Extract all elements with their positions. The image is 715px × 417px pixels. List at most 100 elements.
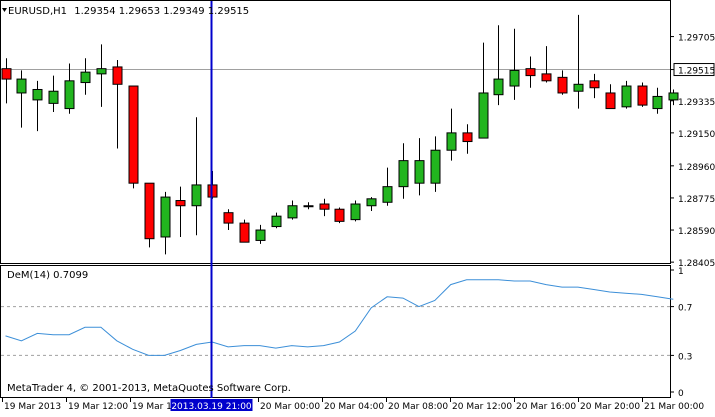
indicator-scale-label: 1 xyxy=(678,267,684,277)
candle xyxy=(1,58,12,104)
candle-body xyxy=(525,68,536,77)
candle-body xyxy=(334,208,345,222)
crosshair-time-label: 2013.03.19 21:00 xyxy=(171,402,252,412)
candle xyxy=(239,219,250,243)
candle xyxy=(652,87,663,114)
candle xyxy=(573,14,584,109)
candle xyxy=(493,25,504,106)
candle xyxy=(255,224,266,244)
candle xyxy=(191,117,202,236)
candle-body xyxy=(573,83,584,92)
chart-symbol-timeframe: EURUSD,H1 xyxy=(8,6,67,17)
copyright-watermark: MetaTrader 4, © 2001-2013, MetaQuotes So… xyxy=(7,383,291,394)
candle xyxy=(430,136,441,192)
candle xyxy=(64,63,75,114)
indicator-scale-label: 0 xyxy=(678,389,684,399)
indicator-scale-label: 0.3 xyxy=(678,352,692,362)
candle-body xyxy=(112,66,123,85)
candle xyxy=(589,73,600,99)
candle-body xyxy=(255,229,266,241)
candle-body xyxy=(191,184,202,207)
price-label: 1.28960 xyxy=(678,163,715,173)
candle xyxy=(557,70,568,95)
time-axis: 19 Mar 2013 19 Mar 12:00 19 Mar 16 20 Mar 0… xyxy=(2,398,704,412)
time-label: 19 Mar 16 xyxy=(132,402,178,412)
candle-body xyxy=(541,73,552,82)
candle xyxy=(144,182,155,248)
candle-body xyxy=(32,88,43,101)
candle-body xyxy=(271,215,282,228)
candle-body xyxy=(366,198,377,207)
candle xyxy=(446,108,457,161)
price-label: 1.29335 xyxy=(678,98,715,108)
candle-body xyxy=(668,92,679,101)
candle xyxy=(382,167,393,206)
candle xyxy=(334,207,345,224)
candle xyxy=(637,82,648,107)
candle-body xyxy=(493,78,504,96)
candle-body xyxy=(1,68,12,80)
candle-body xyxy=(462,132,473,143)
candle-body xyxy=(621,85,632,108)
candle xyxy=(605,84,616,110)
candle-body xyxy=(382,186,393,203)
candle xyxy=(271,212,282,229)
candle xyxy=(319,198,330,217)
dem-indicator-line xyxy=(5,279,674,356)
candle-body xyxy=(128,85,139,184)
price-label: 1.28405 xyxy=(678,259,715,269)
candle-body xyxy=(48,90,59,104)
candle xyxy=(303,202,314,210)
candle xyxy=(223,209,234,231)
time-label: 21 Mar 00:00 xyxy=(644,402,704,412)
candle xyxy=(350,200,361,222)
candle-body xyxy=(319,203,330,210)
indicator-frame[interactable] xyxy=(0,265,671,398)
candle xyxy=(541,46,552,83)
candle xyxy=(668,89,679,106)
candle-body xyxy=(303,205,314,208)
chart-ohlc-values: 1.29354 1.29653 1.29349 1.29515 xyxy=(74,6,249,17)
chart-collapse-triangle-icon[interactable] xyxy=(2,8,7,12)
candle-body xyxy=(478,92,489,139)
price-label: 1.29705 xyxy=(678,34,715,44)
svg-text:EURUSD,H1 1.29354 1.2965: EURUSD,H1 1.29354 1.29653 1.29349 1.2951… xyxy=(8,6,249,17)
candle-body xyxy=(287,205,298,219)
time-label: 20 Mar 04:00 xyxy=(324,402,384,412)
candle xyxy=(16,70,27,128)
candle-body xyxy=(509,69,520,87)
candle-body xyxy=(80,71,91,84)
candle xyxy=(160,191,171,255)
candle-body xyxy=(652,95,663,110)
candle xyxy=(366,197,377,211)
candle xyxy=(48,75,59,113)
candle-body xyxy=(557,76,568,94)
candle xyxy=(525,56,536,88)
candle xyxy=(509,28,520,100)
candle xyxy=(621,80,632,109)
candle xyxy=(112,59,123,149)
price-label: 1.28590 xyxy=(678,227,715,237)
candles-group xyxy=(1,14,679,255)
candle xyxy=(32,80,43,132)
time-label: 20 Mar 00:00 xyxy=(260,402,320,412)
candle xyxy=(287,200,298,220)
time-label: 20 Mar 20:00 xyxy=(580,402,640,412)
time-label: 20 Mar 08:00 xyxy=(388,402,448,412)
price-label: 1.29515 xyxy=(678,67,715,77)
price-label: 1.28775 xyxy=(678,195,715,205)
candle-body xyxy=(239,222,250,243)
indicator-scale-label: 0.7 xyxy=(678,304,692,314)
candle xyxy=(398,143,409,199)
time-label: 20 Mar 16:00 xyxy=(516,402,576,412)
candle xyxy=(96,44,107,107)
time-label: 19 Mar 12:00 xyxy=(68,402,128,412)
candle xyxy=(80,58,91,95)
main-chart-frame[interactable] xyxy=(0,0,671,264)
candle-body xyxy=(16,78,27,94)
candle-body xyxy=(350,203,361,221)
indicator-title: DeM(14) 0.7099 xyxy=(7,270,88,281)
crosshair-time-tag xyxy=(170,399,253,411)
